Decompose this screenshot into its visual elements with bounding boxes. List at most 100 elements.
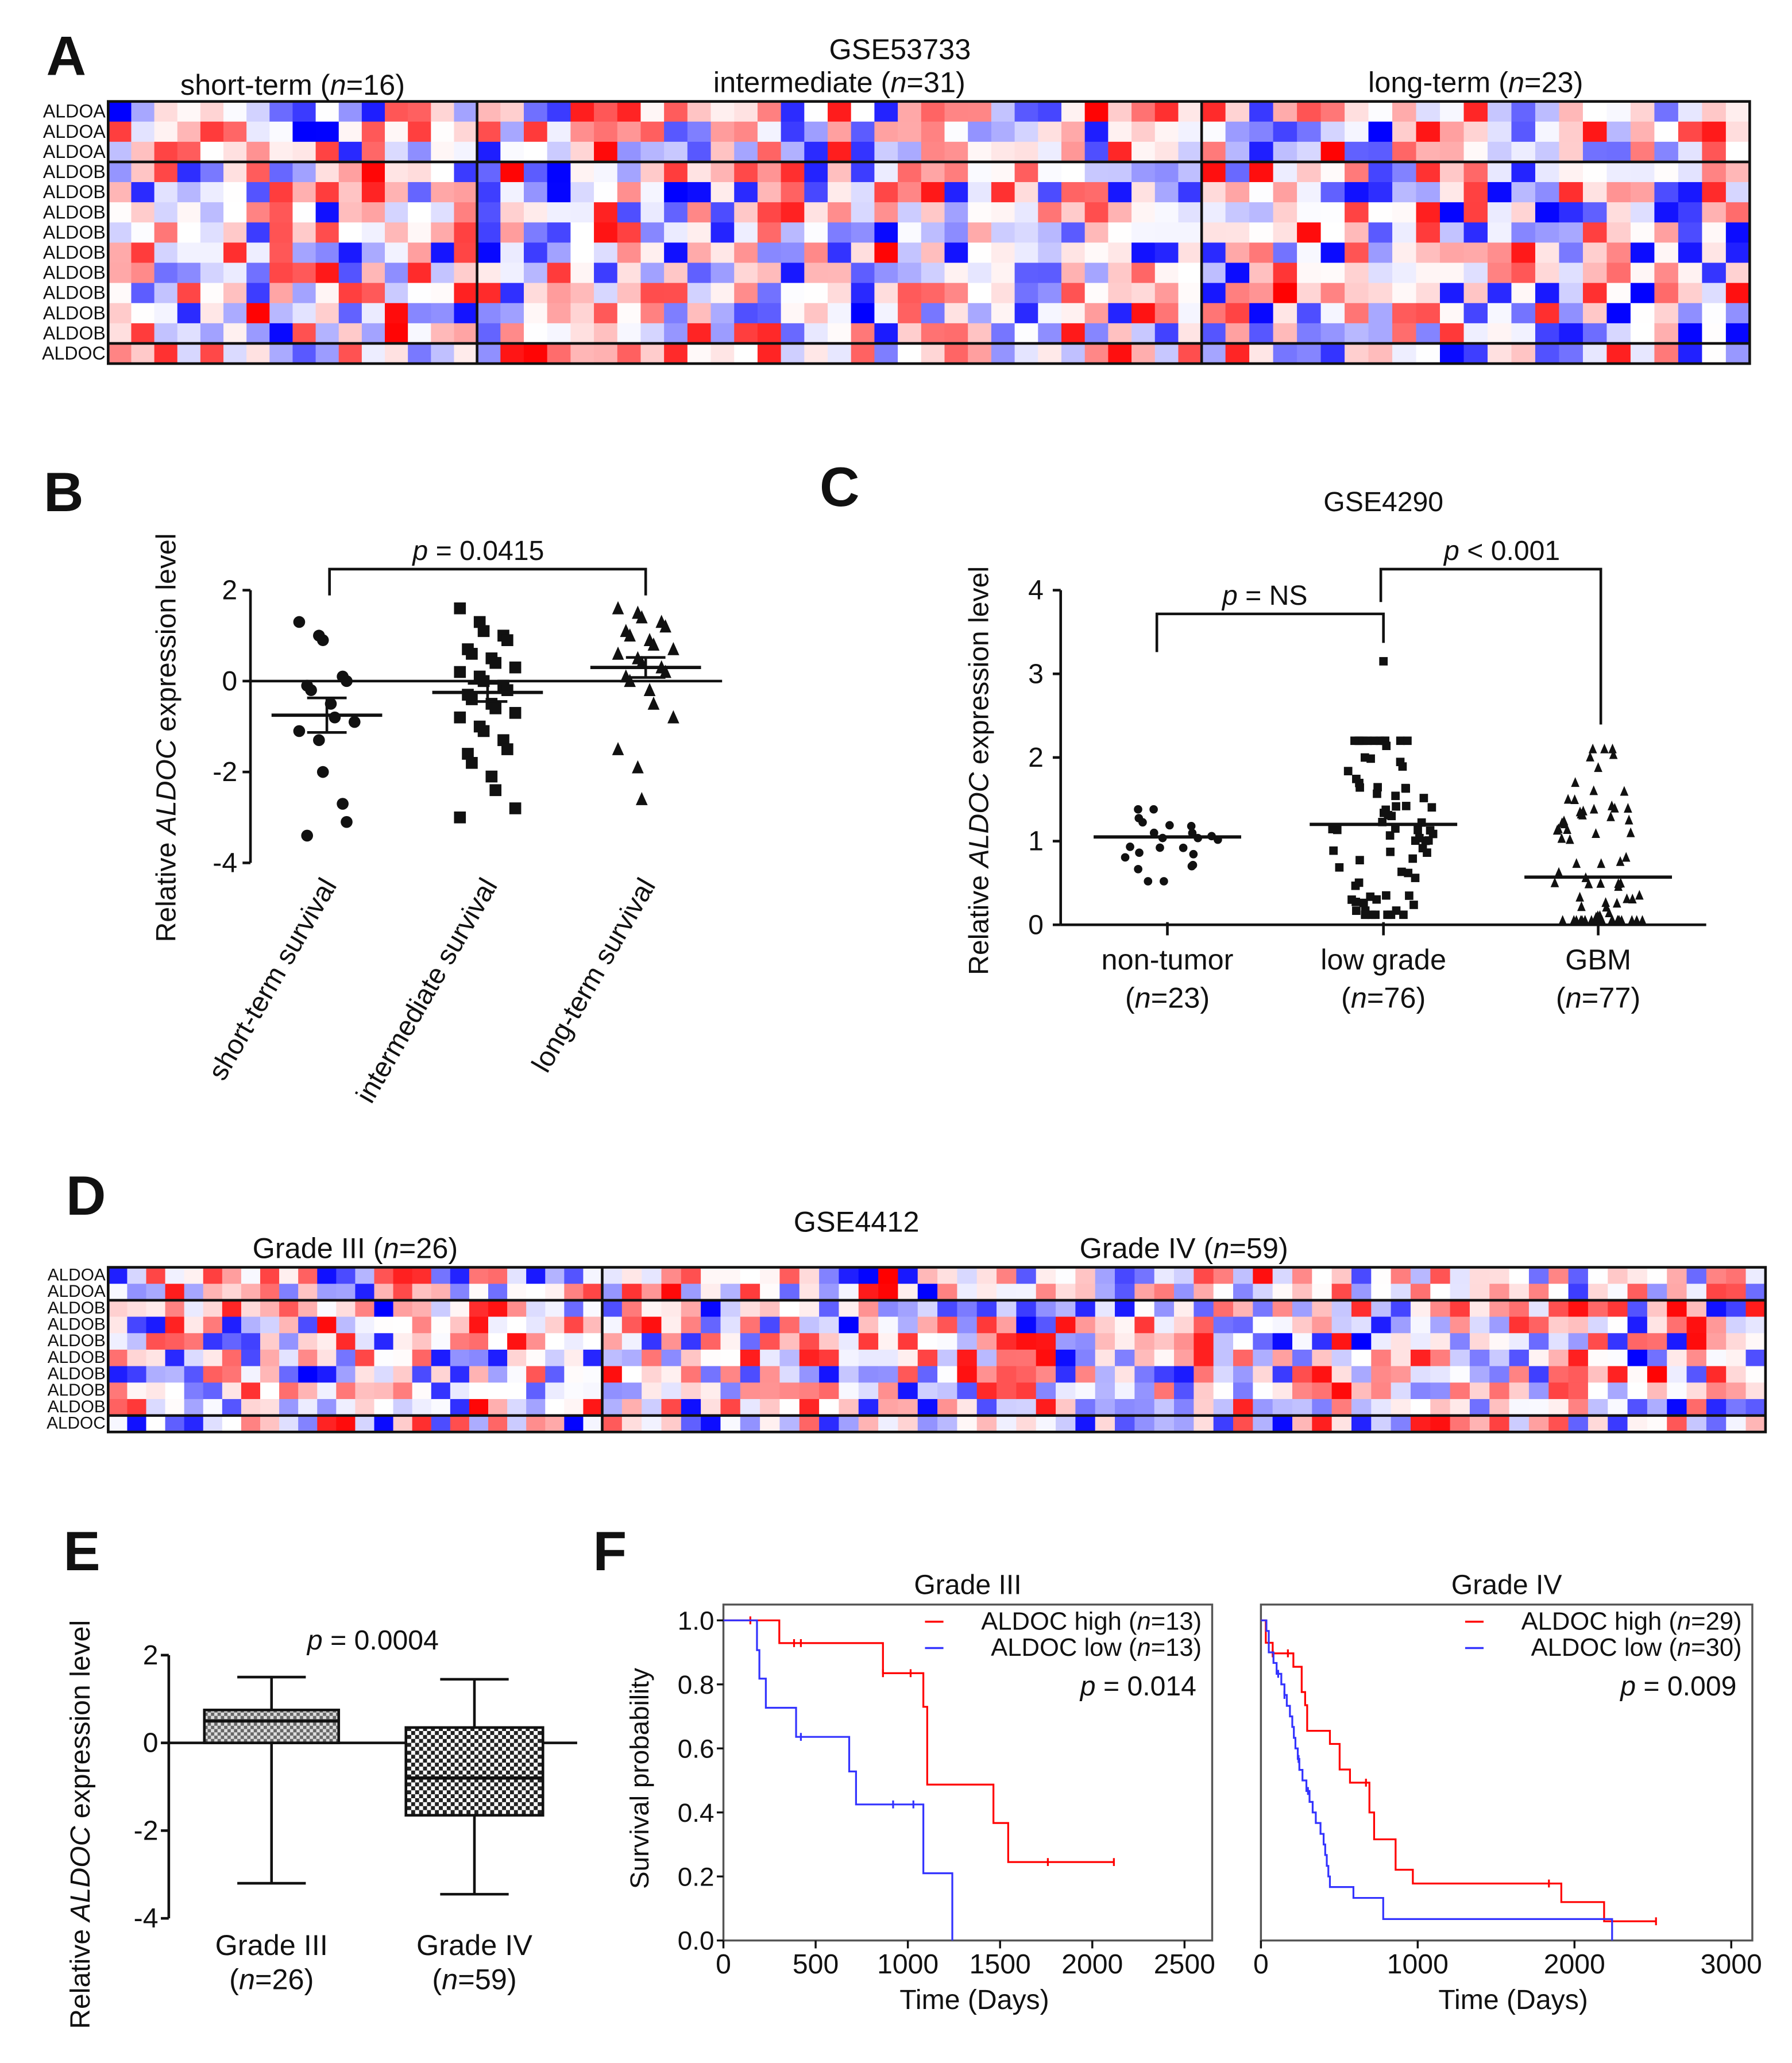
heatmap-cell bbox=[968, 141, 992, 163]
heatmap-cell bbox=[1706, 1415, 1727, 1433]
heatmap-cell bbox=[583, 1415, 603, 1433]
heatmap-cell bbox=[355, 1284, 375, 1301]
heatmap-cell bbox=[1371, 1267, 1392, 1285]
heatmap-cell bbox=[200, 222, 224, 244]
heatmap-cell bbox=[1726, 1398, 1747, 1416]
data-point bbox=[1187, 822, 1196, 830]
heatmap-cell bbox=[734, 343, 758, 364]
heatmap-cell bbox=[1345, 222, 1369, 244]
x-category-label: long-term survival bbox=[526, 873, 662, 1077]
data-point bbox=[1612, 898, 1621, 908]
heatmap-cell bbox=[781, 182, 805, 203]
heatmap-cell bbox=[454, 262, 478, 284]
heatmap-cell bbox=[1416, 202, 1440, 223]
heatmap-cell bbox=[246, 262, 271, 284]
heatmap-cell bbox=[1202, 262, 1226, 284]
data-point bbox=[1189, 849, 1198, 859]
heatmap-cell bbox=[1154, 1398, 1175, 1416]
heatmap-cell bbox=[1249, 141, 1274, 163]
heatmap-cell bbox=[1016, 1300, 1037, 1318]
heatmap-cell bbox=[594, 182, 618, 203]
heatmap-cell bbox=[1312, 1300, 1333, 1318]
heatmap-cell bbox=[1202, 161, 1226, 183]
heatmap-cell bbox=[1416, 303, 1440, 324]
data-point bbox=[1608, 743, 1617, 754]
heatmap-cell bbox=[1038, 242, 1062, 264]
heatmap-cell bbox=[279, 1333, 299, 1350]
heatmap-cell bbox=[222, 1267, 242, 1285]
heatmap-cell bbox=[393, 1349, 413, 1367]
heatmap-cell bbox=[1627, 1349, 1648, 1367]
heatmap-cell bbox=[1233, 1349, 1254, 1367]
heatmap-cell bbox=[1463, 303, 1488, 324]
heatmap-cell bbox=[1154, 182, 1179, 203]
heatmap-cell bbox=[1487, 141, 1512, 163]
heatmap-cell bbox=[408, 202, 432, 223]
heatmap-cell bbox=[1014, 101, 1039, 122]
heatmap-cell bbox=[1014, 262, 1039, 284]
heatmap-cell bbox=[664, 323, 688, 344]
row-label: ALDOB bbox=[43, 202, 106, 222]
heatmap-cell bbox=[564, 1415, 584, 1433]
heatmap-cell bbox=[203, 1316, 223, 1334]
heatmap-cell bbox=[1535, 182, 1560, 203]
heatmap-cell bbox=[393, 1333, 413, 1350]
row-label: ALDOA bbox=[48, 1266, 106, 1285]
heatmap-cell bbox=[898, 121, 922, 142]
heatmap-cell bbox=[1016, 1415, 1037, 1433]
data-point bbox=[1383, 910, 1392, 920]
heatmap-cell bbox=[1702, 222, 1727, 244]
heatmap-cell bbox=[1511, 303, 1536, 324]
heatmap-cell bbox=[477, 242, 501, 264]
heatmap-cell bbox=[1202, 101, 1226, 122]
heatmap-cell bbox=[154, 121, 178, 142]
heatmap-cell bbox=[898, 303, 922, 324]
heatmap-cell bbox=[108, 1267, 128, 1285]
heatmap-cell bbox=[1627, 1267, 1648, 1285]
heatmap-cell bbox=[968, 262, 992, 284]
heatmap-cell bbox=[564, 1333, 584, 1350]
heatmap-cell bbox=[203, 1333, 223, 1350]
heatmap-cell bbox=[374, 1415, 394, 1433]
heatmap-cell bbox=[1061, 222, 1086, 244]
heatmap-cell bbox=[602, 1398, 623, 1416]
heatmap-cell bbox=[878, 1349, 899, 1367]
heatmap-cell bbox=[1391, 1382, 1411, 1400]
heatmap-cell bbox=[292, 343, 316, 364]
heatmap-cell bbox=[1511, 161, 1536, 183]
heatmap-cell bbox=[469, 1415, 489, 1433]
heatmap-cell bbox=[545, 1349, 565, 1367]
heatmap-cell bbox=[602, 1382, 623, 1400]
heatmap-cell bbox=[1469, 1316, 1490, 1334]
heatmap-cell bbox=[858, 1300, 879, 1318]
data-point bbox=[1384, 810, 1393, 820]
heatmap-cell bbox=[781, 283, 805, 304]
heatmap-cell bbox=[355, 1316, 375, 1334]
heatmap-cell bbox=[1489, 1284, 1510, 1301]
heatmap-cell bbox=[298, 1300, 318, 1318]
heatmap-cell bbox=[720, 1333, 741, 1350]
heatmap-cell bbox=[523, 242, 548, 264]
heatmap-cell bbox=[617, 182, 642, 203]
heatmap-cell bbox=[921, 121, 945, 142]
heatmap-cell bbox=[1627, 1333, 1648, 1350]
heatmap-cell bbox=[385, 283, 409, 304]
heatmap-cell bbox=[1061, 242, 1086, 264]
data-point bbox=[1391, 824, 1400, 833]
heatmap-cell bbox=[898, 1333, 918, 1350]
heatmap-cell bbox=[260, 1349, 280, 1367]
heatmap-cell bbox=[760, 1267, 781, 1285]
x-category-n-label: (n=23) bbox=[1125, 982, 1210, 1014]
heatmap-cell bbox=[1559, 161, 1584, 183]
group-label: long-term (n=23) bbox=[1368, 66, 1583, 99]
heatmap-cell bbox=[851, 262, 875, 284]
heatmap-cell bbox=[564, 1366, 584, 1384]
y-tick-label: 0.6 bbox=[678, 1733, 715, 1763]
chart-title: Grade IV bbox=[1451, 1569, 1562, 1600]
heatmap-cell bbox=[583, 1366, 603, 1384]
heatmap-cell bbox=[1416, 141, 1440, 163]
heatmap-cell bbox=[757, 202, 782, 223]
heatmap-cell bbox=[338, 303, 362, 324]
heatmap-cell bbox=[450, 1316, 470, 1334]
heatmap-cell bbox=[757, 222, 782, 244]
